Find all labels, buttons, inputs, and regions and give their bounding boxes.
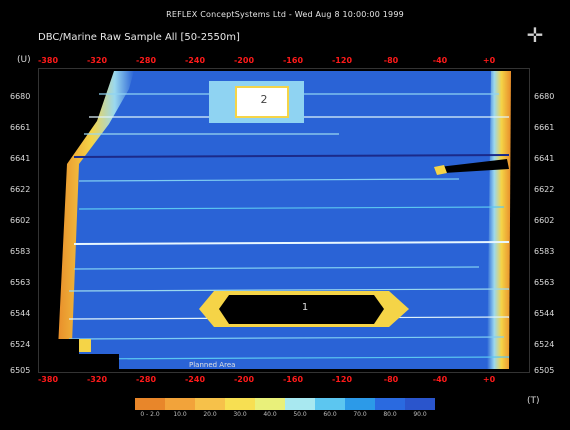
x-tick-top: -240 [184, 56, 206, 65]
y-tick-left: 6544 [10, 309, 31, 318]
survey-plot-svg [39, 71, 511, 372]
y-tick-right: 6583 [534, 247, 555, 256]
colorbar-label: 70.0 [353, 411, 367, 418]
x-tick-bottom: -40 [432, 375, 448, 384]
colorbar-label: 30.0 [233, 411, 247, 418]
colorbar-swatch [375, 398, 405, 410]
colorbar-labels: 0 - 2.0 10.0 20.0 30.0 40.0 50.0 60.0 70… [135, 411, 435, 418]
box-2-label: 2 [260, 93, 268, 106]
colorbar-swatch [165, 398, 195, 410]
y-tick-right: 6641 [534, 154, 555, 163]
coverage-area [59, 71, 509, 369]
x-tick-top: -200 [233, 56, 255, 65]
x-unit-label: (T) [527, 396, 540, 406]
y-tick-right: 6544 [534, 309, 555, 318]
y-tick-right: 6680 [534, 92, 555, 101]
x-tick-top: -320 [86, 56, 108, 65]
y-tick-right: 6602 [534, 216, 555, 225]
colorbar-swatch [225, 398, 255, 410]
survey-plot[interactable]: 2 1 Planned Area [38, 68, 530, 373]
y-tick-right: 6563 [534, 278, 555, 287]
colorbar-label: 10.0 [173, 411, 187, 418]
colorbar-swatch [405, 398, 435, 410]
y-tick-right: 6622 [534, 185, 555, 194]
x-tick-top: -40 [432, 56, 448, 65]
lower-left-gap [39, 339, 119, 372]
x-tick-bottom: -120 [331, 375, 353, 384]
y-unit-label: (U) [17, 55, 31, 65]
box-1 [219, 295, 384, 324]
y-tick-left: 6505 [10, 366, 31, 375]
colorbar-swatch [135, 398, 165, 410]
y-tick-left: 6524 [10, 340, 31, 349]
x-tick-bottom: -200 [233, 375, 255, 384]
right-edge-band [487, 71, 511, 369]
colorbar-label: 0 - 2.0 [140, 411, 160, 418]
colorbar-label: 90.0 [413, 411, 427, 418]
right-gap [439, 159, 509, 173]
x-tick-top: -120 [331, 56, 353, 65]
y-tick-right: 6505 [534, 366, 555, 375]
x-tick-top: -380 [37, 56, 59, 65]
colorbar-label: 50.0 [293, 411, 307, 418]
x-tick-bottom: -380 [37, 375, 59, 384]
x-tick-top: +0 [482, 56, 496, 65]
x-tick-bottom: -320 [86, 375, 108, 384]
compass-icon[interactable]: ✛ [526, 23, 544, 47]
y-tick-left: 6641 [10, 154, 31, 163]
colorbar-swatch [195, 398, 225, 410]
y-tick-right: 6524 [534, 340, 555, 349]
x-tick-bottom: -280 [135, 375, 157, 384]
colorbar-label: 40.0 [263, 411, 277, 418]
colorbar-swatch [255, 398, 285, 410]
planned-area-label: Planned Area [189, 361, 236, 369]
colorbar [135, 398, 435, 410]
y-tick-left: 6661 [10, 123, 31, 132]
x-tick-bottom: -160 [282, 375, 304, 384]
colorbar-label: 80.0 [383, 411, 397, 418]
y-tick-left: 6583 [10, 247, 31, 256]
x-tick-bottom: -80 [383, 375, 399, 384]
y-tick-left: 6563 [10, 278, 31, 287]
x-tick-top: -280 [135, 56, 157, 65]
dataset-label: DBC/Marine Raw Sample All [50-2550m] [38, 32, 240, 43]
x-tick-top: -80 [383, 56, 399, 65]
y-tick-right: 6661 [534, 123, 555, 132]
colorbar-swatch [345, 398, 375, 410]
track-lines [63, 93, 510, 360]
x-tick-bottom: -240 [184, 375, 206, 384]
window-title: REFLEX ConceptSystems Ltd - Wed Aug 8 10… [166, 10, 404, 19]
y-tick-left: 6602 [10, 216, 31, 225]
x-tick-top: -160 [282, 56, 304, 65]
colorbar-label: 20.0 [203, 411, 217, 418]
y-tick-left: 6680 [10, 92, 31, 101]
box-2 [235, 86, 289, 118]
colorbar-swatch [285, 398, 315, 410]
box-1-label: 1 [301, 302, 309, 313]
colorbar-swatch [315, 398, 345, 410]
colorbar-label: 60.0 [323, 411, 337, 418]
x-tick-bottom: +0 [482, 375, 496, 384]
y-tick-left: 6622 [10, 185, 31, 194]
